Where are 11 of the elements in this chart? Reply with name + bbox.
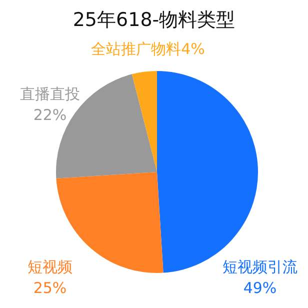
chart-title: 25年618-物料类型	[72, 9, 236, 31]
slice-label: 短视频引流	[222, 258, 298, 276]
data-label: 22%	[33, 106, 67, 124]
pie-slice	[132, 71, 157, 172]
pie-slice	[56, 172, 164, 273]
slice-label: 直播直投	[20, 85, 80, 103]
slice-label: 全站推广物料	[91, 40, 182, 58]
data-label: 4%	[181, 40, 205, 58]
slice-label: 短视频	[28, 258, 72, 276]
data-label: 25%	[33, 279, 67, 297]
data-label: 49%	[243, 279, 277, 297]
